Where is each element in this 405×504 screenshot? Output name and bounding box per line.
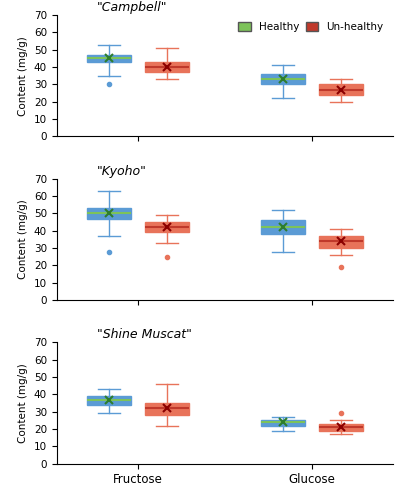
PathPatch shape (145, 403, 189, 415)
Y-axis label: Content (mg/g): Content (mg/g) (18, 363, 28, 443)
PathPatch shape (319, 236, 363, 248)
Text: "Shine Muscat": "Shine Muscat" (97, 328, 192, 341)
PathPatch shape (319, 424, 363, 431)
Text: "Campbell": "Campbell" (97, 1, 168, 14)
PathPatch shape (261, 74, 305, 84)
PathPatch shape (261, 220, 305, 234)
PathPatch shape (87, 208, 131, 219)
PathPatch shape (87, 396, 131, 405)
PathPatch shape (319, 84, 363, 95)
PathPatch shape (87, 55, 131, 62)
PathPatch shape (261, 420, 305, 425)
Text: "Kyoho": "Kyoho" (97, 165, 147, 177)
PathPatch shape (145, 62, 189, 72)
Y-axis label: Content (mg/g): Content (mg/g) (18, 200, 28, 279)
Y-axis label: Content (mg/g): Content (mg/g) (18, 36, 28, 115)
Legend: Healthy, Un-healthy: Healthy, Un-healthy (234, 18, 388, 36)
PathPatch shape (145, 222, 189, 232)
